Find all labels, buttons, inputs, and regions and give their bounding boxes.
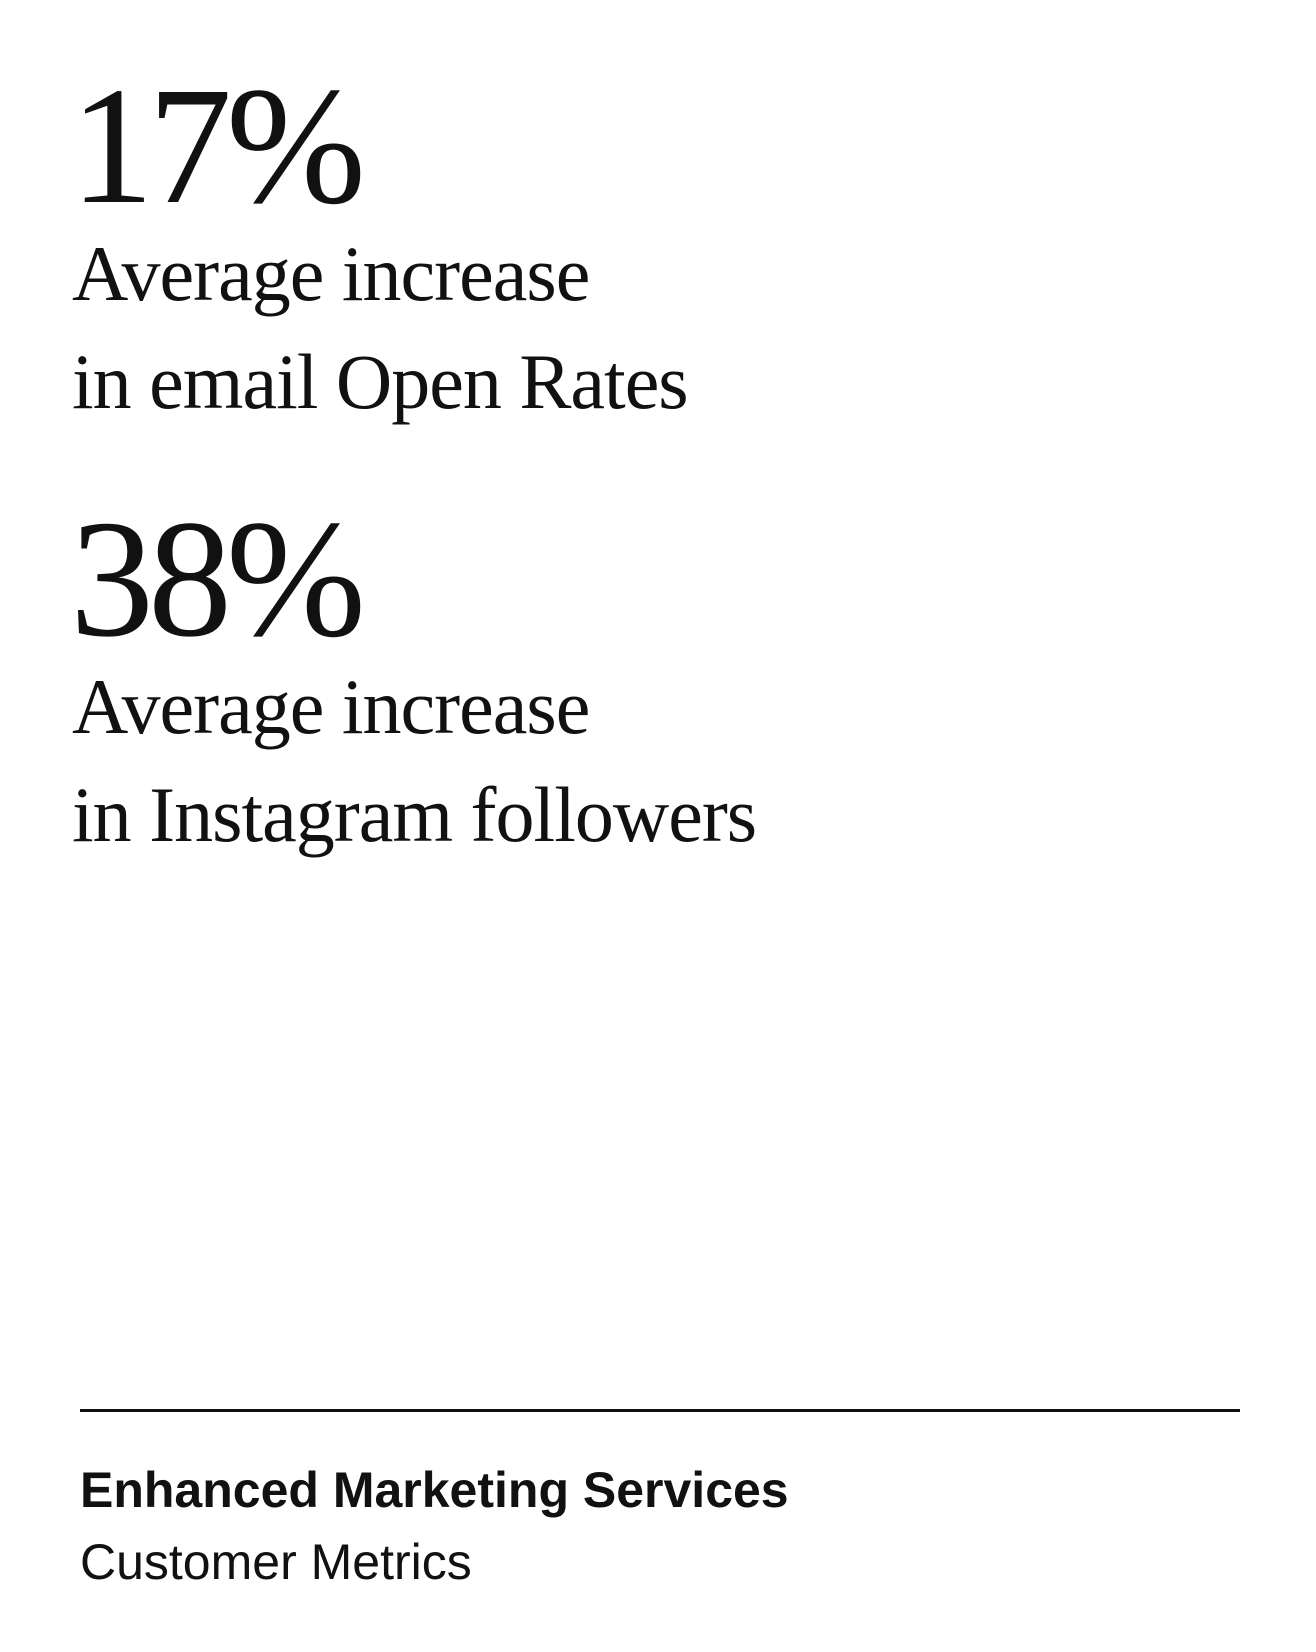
stat-label-email-open-rate: Average increase in email Open Rates	[72, 220, 689, 436]
stat-label-instagram-followers: Average increase in Instagram followers	[72, 653, 757, 869]
stat-value-instagram-followers: 38%	[70, 486, 366, 672]
footer-title: Enhanced Marketing Services	[80, 1462, 789, 1518]
footer-divider	[80, 1409, 1240, 1412]
stat-label-line: Average increase	[72, 230, 590, 317]
stat-label-line: in email Open Rates	[72, 338, 689, 425]
stat-label-line: in Instagram followers	[72, 771, 757, 858]
stat-label-line: Average increase	[72, 663, 590, 750]
footer-subtitle: Customer Metrics	[80, 1534, 472, 1590]
stat-value-email-open-rate: 17%	[70, 53, 366, 239]
